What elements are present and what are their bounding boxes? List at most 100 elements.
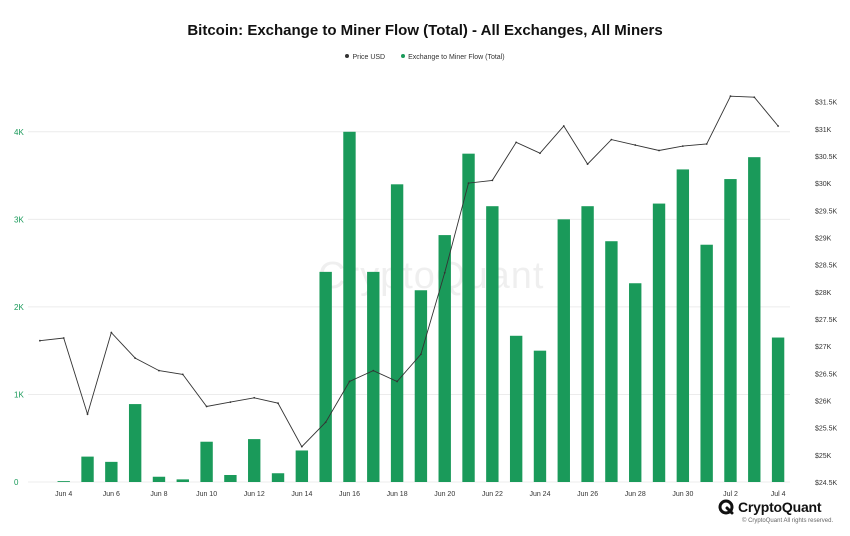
y-left-tick-label: 4K [14, 128, 24, 137]
y-right-tick-label: $25K [815, 453, 832, 460]
bar-jun-19 [414, 290, 428, 482]
y-left-tick-label: 3K [14, 215, 24, 224]
cryptoquant-logo-icon [718, 499, 734, 515]
y-right-tick-label: $24.5K [815, 480, 838, 487]
price-point [253, 396, 256, 399]
price-point [610, 138, 613, 141]
bar-jul-1 [700, 244, 713, 482]
x-tick-label: Jun 14 [291, 491, 312, 498]
price-point [110, 331, 113, 334]
price-point [777, 125, 779, 127]
bar-jun-15 [319, 271, 332, 482]
bar-jun-14 [295, 450, 309, 482]
price-point [396, 380, 398, 383]
chart-legend: Price USD Exchange to Miner Flow (Total) [0, 54, 850, 61]
price-point [658, 149, 660, 152]
price-point [372, 369, 375, 372]
price-point [39, 339, 41, 342]
x-tick-label: Jun 24 [529, 491, 550, 498]
price-point [277, 402, 279, 405]
legend-dot-price [345, 54, 350, 59]
price-point [62, 337, 65, 339]
price-point [753, 96, 756, 99]
price-point [205, 405, 208, 408]
price-point [420, 353, 422, 356]
x-tick-label: Jun 8 [150, 491, 167, 498]
y-right-tick-label: $30K [815, 181, 832, 188]
y-right-tick-label: $28K [815, 290, 832, 297]
y-right-tick-label: $31K [815, 127, 832, 134]
price-point [300, 445, 303, 448]
bar-jun-8 [152, 476, 166, 482]
bar-jun-4 [57, 481, 70, 482]
y-right-tick-label: $27K [815, 344, 832, 351]
chart-title: Bitcoin: Exchange to Miner Flow (Total) … [187, 22, 663, 39]
price-point [515, 141, 518, 144]
bar-jun-7 [128, 404, 142, 482]
brand: CryptoQuant [718, 499, 822, 515]
y-right-tick-label: $27.5K [815, 317, 838, 324]
bar-jun-18 [390, 184, 404, 483]
bar-jun-17 [367, 271, 380, 482]
x-tick-label: Jun 16 [339, 491, 360, 498]
price-point [562, 125, 565, 127]
price-point [158, 369, 160, 372]
y-left-tick-label: 1K [14, 390, 24, 399]
bar-jun-22 [486, 206, 499, 482]
bar-jun-28 [629, 283, 642, 482]
legend-label-flow: Exchange to Miner Flow (Total) [408, 54, 505, 61]
price-point [181, 373, 184, 376]
price-point [443, 271, 446, 274]
x-tick-label: Jun 6 [103, 491, 120, 498]
bar-jun-10 [200, 441, 213, 482]
price-point [491, 179, 494, 182]
x-tick-label: Jun 26 [577, 491, 598, 498]
bar-jun-9 [176, 479, 189, 482]
bar-jul-2 [724, 179, 737, 482]
x-tick-label: Jun 28 [625, 491, 646, 498]
y-left-tick-label: 2K [14, 303, 24, 312]
x-tick-label: Jul 2 [723, 491, 738, 498]
price-point [86, 413, 89, 415]
price-point [348, 380, 351, 383]
bar-jun-6 [105, 461, 118, 482]
y-right-tick-label: $29K [815, 235, 832, 242]
legend-label-price: Price USD [352, 54, 386, 61]
y-right-tick-label: $30.5K [815, 154, 838, 161]
price-point [705, 143, 708, 145]
copyright-text: © CryptoQuant All rights reserved. [742, 518, 834, 524]
bar-jun-21 [462, 153, 475, 482]
y-right-tick-label: $29.5K [815, 208, 838, 215]
price-point [729, 95, 732, 98]
price-point [539, 152, 541, 155]
x-tick-label: Jun 20 [434, 491, 455, 498]
price-point [467, 182, 470, 185]
brand-name: CryptoQuant [738, 499, 822, 515]
price-point [229, 401, 232, 404]
x-tick-label: Jun 18 [387, 491, 408, 498]
bar-jun-26 [581, 206, 594, 482]
bar-jun-16 [343, 131, 356, 482]
x-tick-label: Jun 12 [244, 491, 265, 498]
bar-jun-23 [509, 335, 523, 482]
bar-jun-5 [81, 456, 94, 482]
y-left-tick-label: 0 [14, 478, 19, 487]
y-right-tick-label: $26K [815, 398, 832, 405]
bar-jun-13 [271, 473, 285, 482]
y-right-tick-label: $25.5K [815, 426, 838, 433]
x-tick-label: Jun 22 [482, 491, 503, 498]
legend-item-price[interactable]: Price USD [345, 54, 385, 61]
bar-jun-24 [533, 350, 547, 482]
price-point [681, 145, 684, 148]
price-point [134, 357, 137, 359]
bar-jul-4 [771, 337, 785, 482]
legend-item-flow[interactable]: Exchange to Miner Flow (Total) [401, 54, 505, 61]
legend-dot-flow [401, 54, 406, 59]
x-tick-label: Jun 30 [672, 491, 693, 498]
y-right-tick-label: $28.5K [815, 263, 838, 270]
bar-jun-25 [557, 219, 570, 483]
x-tick-label: Jun 10 [196, 491, 217, 498]
y-right-tick-label: $26.5K [815, 371, 838, 378]
price-point [634, 144, 637, 146]
